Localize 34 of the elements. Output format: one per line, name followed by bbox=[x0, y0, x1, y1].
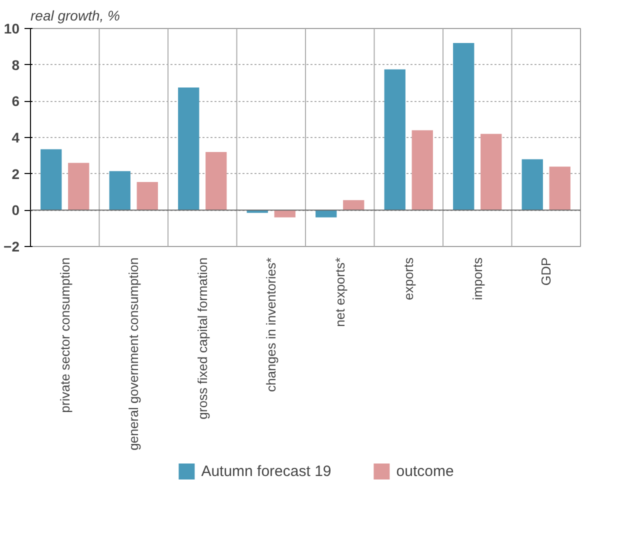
legend-label: outcome bbox=[396, 462, 454, 480]
y-tick-label: −2 bbox=[4, 238, 20, 254]
y-tick-label: 10 bbox=[4, 20, 20, 36]
bar bbox=[40, 149, 62, 210]
bar bbox=[480, 134, 502, 210]
bar bbox=[178, 88, 200, 210]
bar bbox=[453, 43, 474, 210]
bar bbox=[136, 182, 158, 210]
bar bbox=[68, 162, 90, 210]
bar bbox=[316, 210, 337, 218]
y-tick-label: 6 bbox=[12, 93, 20, 110]
legend-label: Autumn forecast 19 bbox=[201, 462, 332, 480]
bar bbox=[412, 130, 433, 210]
x-tick-label: private sector consumption bbox=[57, 257, 72, 413]
y-tick-label: 2 bbox=[12, 166, 20, 182]
y-tick-label: 4 bbox=[12, 130, 20, 146]
x-tick-label: imports bbox=[470, 257, 485, 300]
x-tick-label: changes in inventories* bbox=[264, 257, 279, 392]
bar bbox=[206, 152, 227, 210]
y-axis-title: real growth, % bbox=[30, 8, 120, 24]
bar bbox=[109, 171, 130, 210]
y-tick-label: 8 bbox=[12, 56, 20, 73]
x-tick-label: net exports* bbox=[332, 258, 348, 327]
y-tick-label: 0 bbox=[12, 202, 20, 218]
bar bbox=[384, 69, 406, 210]
bar bbox=[522, 159, 543, 210]
bar bbox=[343, 200, 364, 210]
bar bbox=[549, 166, 570, 210]
x-tick-label: general government consumption bbox=[126, 257, 142, 450]
bar bbox=[274, 210, 296, 218]
x-tick-label: GDP bbox=[538, 258, 554, 286]
x-tick-label: gross fixed capital formation bbox=[194, 257, 210, 420]
x-tick-label: exports bbox=[401, 257, 416, 300]
bar bbox=[246, 210, 268, 213]
